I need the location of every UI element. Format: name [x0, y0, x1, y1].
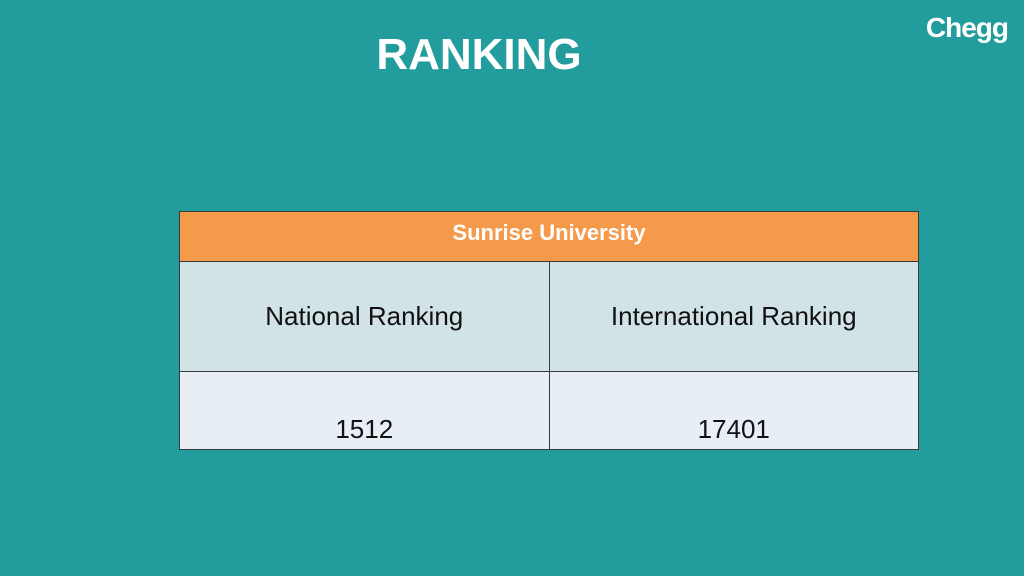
column-header: National Ranking: [179, 261, 550, 372]
cell: 17401: [548, 371, 919, 450]
title: RANKING: [376, 30, 582, 79]
column-header: International Ranking: [548, 261, 919, 372]
cell: 1512: [179, 371, 550, 450]
table-caption: Sunrise University: [179, 211, 919, 262]
ranking-table: Sunrise University National Ranking Inter…: [179, 211, 919, 450]
logo: Chegg: [925, 12, 1009, 43]
